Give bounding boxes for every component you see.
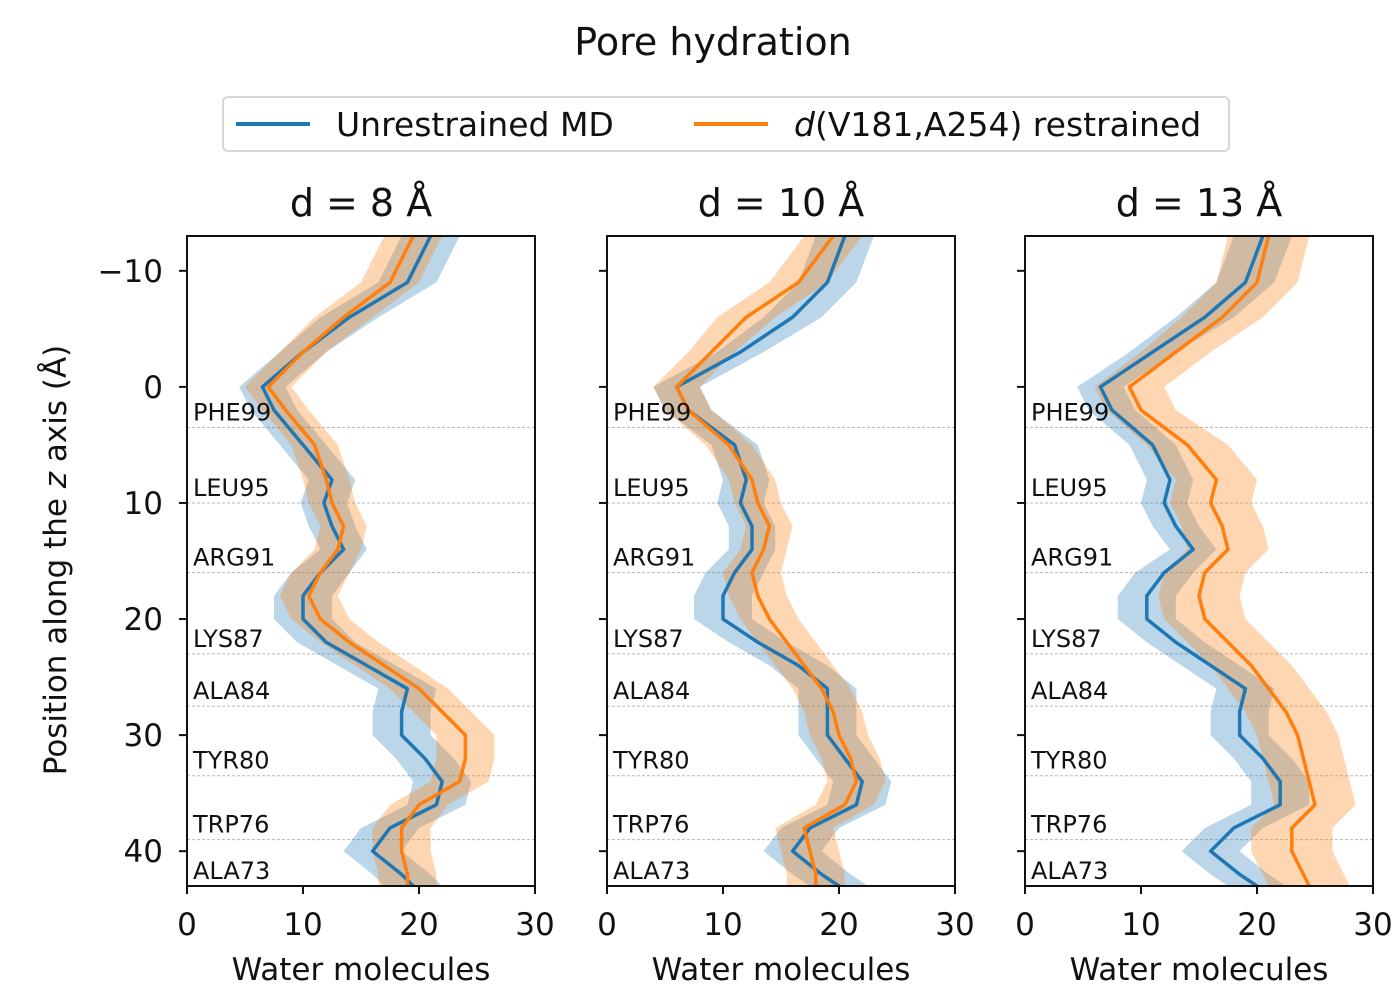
residue-label-leu95: LEU95 <box>193 474 270 502</box>
residue-label-ala73: ALA73 <box>1031 857 1108 885</box>
x-tick-label: 0 <box>1015 907 1035 943</box>
x-axis-label: Water molecules <box>232 952 491 988</box>
residue-label-phe99: PHE99 <box>1031 399 1109 427</box>
residue-label-ala84: ALA84 <box>193 677 270 705</box>
x-tick-label: 30 <box>1353 907 1392 943</box>
y-tick-label: 40 <box>124 834 163 870</box>
residue-label-ala73: ALA73 <box>193 857 270 885</box>
band-restrained <box>245 236 495 886</box>
residue-label-lys87: LYS87 <box>1031 625 1102 653</box>
band-unrestrained <box>1077 236 1310 886</box>
panel-title: d = 10 Å <box>698 181 865 225</box>
legend-label-restrained-prefix: d <box>794 104 815 144</box>
x-axis-label: Water molecules <box>1070 952 1329 988</box>
residue-label-tyr80: TYR80 <box>1030 747 1108 775</box>
axes-frame <box>186 235 536 887</box>
figure-title: Pore hydration <box>574 20 852 64</box>
x-tick-label: 30 <box>515 907 554 943</box>
residue-label-leu95: LEU95 <box>1031 474 1108 502</box>
residue-label-arg91: ARG91 <box>1031 544 1113 572</box>
y-tick-label: 0 <box>143 370 163 406</box>
line-restrained <box>1127 235 1317 887</box>
y-tick-label: 10 <box>124 486 163 522</box>
legend-label-restrained: d(V181,A254) restrained <box>794 105 1201 144</box>
y-tick-label: 30 <box>124 718 163 754</box>
axes-frame <box>606 235 956 887</box>
legend-item-restrained: d(V181,A254) restrained <box>694 98 1201 150</box>
x-tick-label: 10 <box>703 907 742 943</box>
y-tick-label: 20 <box>124 602 163 638</box>
x-tick-label: 10 <box>283 907 322 943</box>
x-tick-label: 20 <box>1237 907 1276 943</box>
band-unrestrained <box>239 236 472 886</box>
residue-label-phe99: PHE99 <box>613 399 691 427</box>
legend-label-restrained-text: (V181,A254) restrained <box>814 104 1202 144</box>
residue-label-arg91: ARG91 <box>193 544 275 572</box>
residue-label-tyr80: TYR80 <box>612 747 690 775</box>
panel-title: d = 13 Å <box>1116 181 1283 225</box>
x-tick-label: 0 <box>177 907 197 943</box>
line-unrestrained <box>260 235 444 888</box>
residue-label-trp76: TRP76 <box>1030 811 1107 839</box>
residue-label-tyr80: TYR80 <box>192 747 270 775</box>
legend-item-unrestrained: Unrestrained MD <box>236 98 614 150</box>
x-axis-label: Water molecules <box>652 952 911 988</box>
legend: Unrestrained MD d(V181,A254) restrained <box>222 96 1230 152</box>
residue-label-ala73: ALA73 <box>613 857 690 885</box>
residue-label-phe99: PHE99 <box>193 399 271 427</box>
residue-label-ala84: ALA84 <box>1031 677 1108 705</box>
x-tick-label: 10 <box>1121 907 1160 943</box>
residue-label-leu95: LEU95 <box>613 474 690 502</box>
legend-swatch-orange <box>694 122 768 126</box>
residue-label-trp76: TRP76 <box>612 811 689 839</box>
y-tick-label: −10 <box>98 254 163 290</box>
line-unrestrained <box>1098 235 1282 888</box>
x-tick-label: 20 <box>819 907 858 943</box>
axes-frame <box>1024 235 1374 887</box>
line-restrained <box>674 234 859 886</box>
band-restrained <box>1094 236 1356 886</box>
line-restrained <box>266 235 468 886</box>
residue-label-arg91: ARG91 <box>613 544 695 572</box>
x-tick-label: 20 <box>399 907 438 943</box>
legend-label-unrestrained: Unrestrained MD <box>336 104 614 144</box>
residue-label-lys87: LYS87 <box>613 625 684 653</box>
residue-label-trp76: TRP76 <box>192 811 269 839</box>
panel-title: d = 8 Å <box>290 181 432 225</box>
x-tick-label: 30 <box>935 907 974 943</box>
band-unrestrained <box>653 236 892 886</box>
legend-swatch-blue <box>236 122 310 126</box>
residue-label-ala84: ALA84 <box>613 677 690 705</box>
residue-label-lys87: LYS87 <box>193 625 264 653</box>
x-tick-label: 0 <box>597 907 617 943</box>
